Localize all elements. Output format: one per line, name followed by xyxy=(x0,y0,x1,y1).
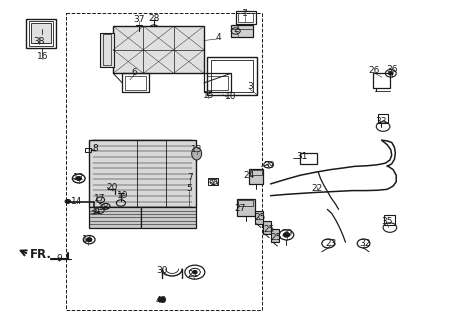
Text: 15: 15 xyxy=(202,91,214,100)
Text: 40: 40 xyxy=(156,296,167,305)
Bar xyxy=(89,207,142,228)
Text: 30: 30 xyxy=(156,266,167,276)
Bar xyxy=(211,60,253,92)
Bar xyxy=(271,229,279,242)
Circle shape xyxy=(86,238,92,242)
Text: 11: 11 xyxy=(82,235,94,244)
Text: 24: 24 xyxy=(243,171,255,180)
Bar xyxy=(113,26,204,73)
Text: 22: 22 xyxy=(312,184,323,193)
Circle shape xyxy=(192,270,197,274)
Bar xyxy=(238,13,253,22)
Text: 14: 14 xyxy=(71,197,83,206)
Bar xyxy=(66,13,262,310)
Text: 13: 13 xyxy=(191,145,202,154)
Text: 34: 34 xyxy=(89,207,101,216)
Bar xyxy=(142,207,196,228)
Bar xyxy=(122,73,150,92)
Text: 5: 5 xyxy=(186,184,192,193)
Text: 7: 7 xyxy=(187,173,193,182)
Text: 31: 31 xyxy=(297,152,308,161)
Circle shape xyxy=(65,199,71,203)
Bar xyxy=(250,170,262,175)
Text: 32: 32 xyxy=(359,239,370,248)
Text: 12: 12 xyxy=(73,173,85,182)
Bar xyxy=(207,76,228,90)
Bar xyxy=(207,57,257,95)
Text: 29: 29 xyxy=(282,229,293,238)
Bar xyxy=(384,215,395,225)
Text: FR.: FR. xyxy=(30,248,52,261)
Bar xyxy=(300,153,317,164)
Text: 25: 25 xyxy=(271,233,282,242)
Text: 1: 1 xyxy=(242,9,248,18)
Text: 39: 39 xyxy=(263,161,275,170)
Text: 8: 8 xyxy=(92,144,98,153)
Text: 3: 3 xyxy=(248,82,253,91)
Bar xyxy=(373,73,390,88)
Bar xyxy=(29,21,53,46)
Bar xyxy=(231,25,253,37)
Text: 4: 4 xyxy=(216,33,221,42)
Bar xyxy=(255,211,263,224)
Text: 21: 21 xyxy=(188,269,199,279)
Text: 17: 17 xyxy=(94,194,105,204)
Bar xyxy=(208,179,218,186)
Bar xyxy=(249,169,263,184)
Text: 38: 38 xyxy=(34,37,45,46)
Bar xyxy=(204,73,231,92)
Bar xyxy=(31,23,51,44)
Text: 28: 28 xyxy=(148,14,160,23)
Bar xyxy=(85,148,91,152)
Circle shape xyxy=(283,233,290,237)
Text: 20: 20 xyxy=(106,183,117,192)
Text: 25: 25 xyxy=(263,225,275,234)
Text: 19: 19 xyxy=(116,191,128,200)
Text: 16: 16 xyxy=(37,52,48,61)
Text: 36: 36 xyxy=(207,180,219,188)
Bar xyxy=(237,199,255,216)
Text: 6: 6 xyxy=(131,68,137,77)
Bar xyxy=(263,221,271,234)
Bar xyxy=(236,11,256,24)
Text: 33: 33 xyxy=(375,116,387,126)
Text: 9: 9 xyxy=(56,254,61,263)
Text: 18: 18 xyxy=(98,203,110,212)
Bar xyxy=(89,140,196,207)
Text: 26: 26 xyxy=(368,66,379,75)
Text: 25: 25 xyxy=(254,213,266,222)
Bar xyxy=(25,19,56,48)
Circle shape xyxy=(389,72,393,75)
Bar xyxy=(378,114,388,123)
Circle shape xyxy=(76,177,81,180)
Text: 36: 36 xyxy=(386,65,398,74)
Text: 35: 35 xyxy=(381,217,393,226)
Bar xyxy=(103,35,111,65)
Circle shape xyxy=(158,297,165,302)
Bar xyxy=(238,200,253,206)
Text: 37: 37 xyxy=(133,15,145,24)
Text: 27: 27 xyxy=(234,204,246,213)
Text: 23: 23 xyxy=(325,239,337,248)
Bar xyxy=(101,33,114,67)
Text: 2: 2 xyxy=(234,25,239,34)
Text: 10: 10 xyxy=(225,92,237,101)
Ellipse shape xyxy=(192,147,202,160)
Bar xyxy=(126,76,147,90)
